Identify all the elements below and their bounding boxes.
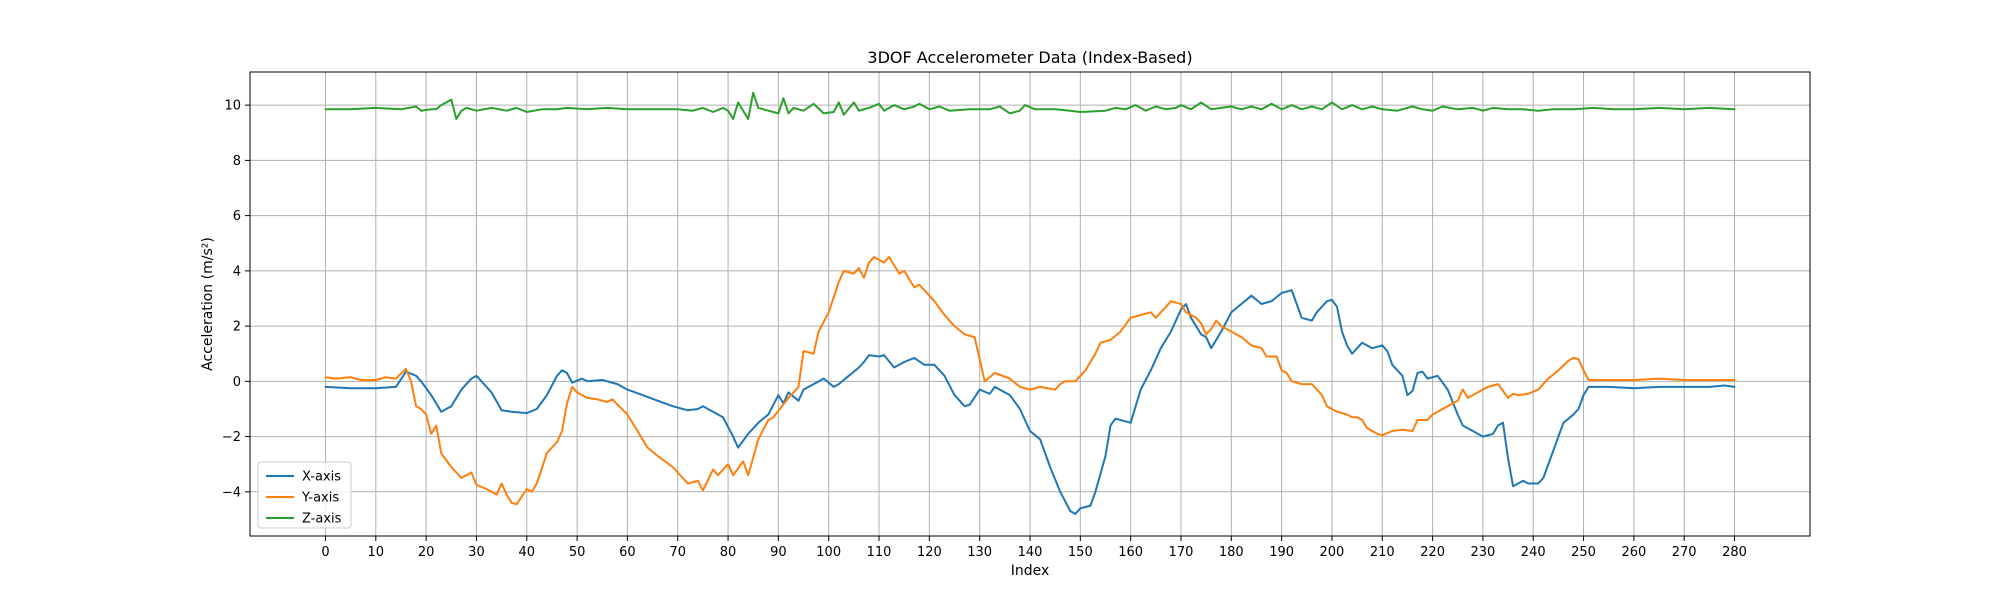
series-line-x-axis [324,289,1736,515]
x-tick-label: 190 [1269,545,1294,560]
x-tick-label: 100 [816,545,841,560]
x-tick-label: 60 [619,545,636,560]
x-tick-label: 200 [1320,545,1345,560]
x-tick-label: 120 [917,545,942,560]
y-tick-label: −2 [222,430,241,445]
y-tick-label: 8 [233,154,241,169]
y-tick-label: 4 [233,264,241,279]
x-tick-label: 280 [1722,545,1747,560]
x-tick-label: 130 [967,545,992,560]
x-axis-label: Index [1011,563,1050,579]
x-tick-label: 240 [1521,545,1546,560]
x-tick-label: 0 [321,545,329,560]
x-tick-label: 210 [1370,545,1395,560]
x-tick-label: 220 [1420,545,1445,560]
legend-box [257,461,352,529]
x-axis-ticks: 0 10 20 30 40 50 60 70 80 90 100 110 120 130 140 150 160… [321,536,1747,560]
x-tick-label: 90 [770,545,787,560]
x-tick-label: 50 [569,545,586,560]
x-tick-label: 40 [519,545,536,560]
series-line-z-axis [324,91,1736,120]
x-tick-label: 70 [669,545,686,560]
x-tick-label: 10 [368,545,385,560]
x-tick-label: 30 [468,545,485,560]
legend-label-x-axis: X-axis [302,470,341,485]
x-tick-label: 20 [418,545,435,560]
series-line-y-axis [324,256,1736,506]
y-tick-label: −4 [222,485,241,500]
x-tick-label: 170 [1169,545,1194,560]
x-tick-label: 80 [720,545,737,560]
y-tick-label: 0 [233,375,241,390]
x-tick-label: 250 [1571,545,1596,560]
legend: X-axis Y-axis Z-axis [257,461,352,529]
x-tick-label: 270 [1672,545,1697,560]
y-axis-ticks: −4 −2 0 2 4 6 8 10 [222,99,250,500]
x-tick-label: 140 [1018,545,1043,560]
y-tick-label: 10 [224,99,241,114]
y-tick-label: 2 [233,320,241,335]
x-tick-label: 230 [1470,545,1495,560]
grid-lines [250,72,1810,536]
legend-label-z-axis: Z-axis [302,512,342,527]
x-tick-label: 160 [1118,545,1143,560]
chart-title: 3DOF Accelerometer Data (Index-Based) [867,48,1192,67]
x-tick-label: 150 [1068,545,1093,560]
legend-label-y-axis: Y-axis [301,491,339,506]
x-tick-label: 180 [1219,545,1244,560]
series-lines [324,91,1736,515]
x-tick-label: 110 [867,545,892,560]
y-axis-label: Acceleration (m/s²) [200,237,216,371]
x-tick-label: 260 [1621,545,1646,560]
y-tick-label: 6 [233,209,241,224]
